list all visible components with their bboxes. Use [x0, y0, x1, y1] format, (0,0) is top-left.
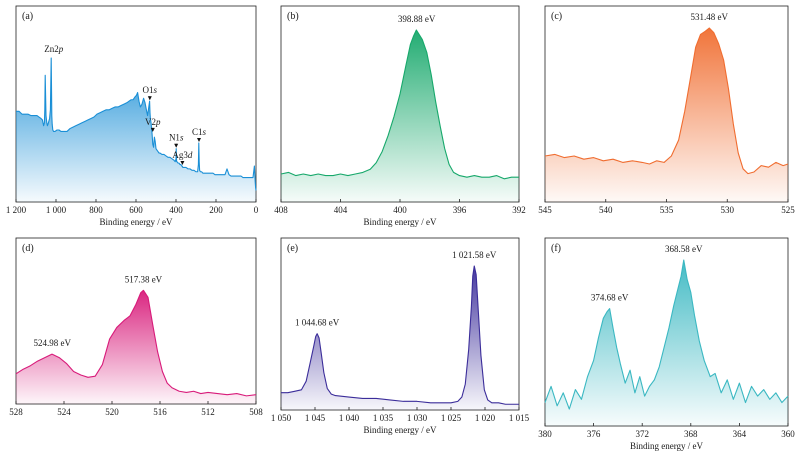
x-tick-label: 372 [635, 429, 649, 439]
panel-a: 1 200 1 000 800 600 400 200 0 Binding energy / … [6, 5, 259, 227]
spectrum-line [544, 27, 789, 175]
arrow-head [147, 96, 152, 101]
peak-annotation: 517.38 eV [125, 274, 163, 284]
x-tick-label: 404 [334, 205, 348, 215]
spectrum-line [15, 289, 257, 397]
x-axis-label: Binding energy / eV [363, 217, 437, 227]
x-tick-label: 400 [393, 205, 407, 215]
spectrum-area [16, 290, 256, 404]
x-tick-label: 524 [57, 407, 71, 417]
peak-annotation: 368.58 eV [665, 244, 703, 254]
peak-annotation: 398.88 eV [398, 14, 436, 24]
x-tick-label: 540 [599, 205, 613, 215]
peak-annotation: N1s [169, 133, 184, 143]
x-tick-label: 1 025 [441, 413, 462, 423]
spectrum-line [16, 57, 257, 191]
spectrum-area [545, 260, 788, 426]
spectrum-line [544, 259, 789, 410]
panel-label: (c) [551, 11, 562, 22]
x-tick-label: 516 [153, 407, 167, 417]
spectrum-area [281, 266, 519, 410]
x-tick-label: 535 [660, 205, 674, 215]
x-tick-label: 545 [538, 205, 552, 215]
panel-label: (a) [22, 11, 33, 22]
x-tick-label: 1 035 [373, 413, 394, 423]
x-tick-label: 200 [209, 205, 223, 215]
x-tick-label: 1 040 [339, 413, 360, 423]
x-tick-label: 396 [453, 205, 467, 215]
arrow-head [180, 161, 185, 165]
arrow-head [197, 137, 201, 142]
arrow-head [150, 127, 155, 132]
panel-f: 380 376 372 368 364 360 Binding energy / eV (f)… [538, 237, 795, 451]
panel-label: (b) [287, 11, 299, 22]
x-tick-label: 1 030 [407, 413, 428, 423]
peak-annotation: O1s [143, 85, 158, 95]
x-tick-label: 520 [105, 407, 119, 417]
peak-annotation: 1 044.68 eV [295, 318, 340, 328]
x-tick-label: 0 [254, 205, 259, 215]
spectrum-area [16, 58, 256, 202]
x-tick-label: 376 [587, 429, 601, 439]
x-tick-label: 1 020 [475, 413, 496, 423]
x-tick-label: 1 050 [271, 413, 292, 423]
spectrum-area [545, 28, 788, 202]
peak-annotation: 524.98 eV [33, 338, 71, 348]
spectrum-line [280, 29, 519, 180]
x-tick-label: 528 [9, 407, 23, 417]
panel-c: 545 540 535 530 525 (c) 531.48 eV [538, 5, 795, 215]
x-tick-label: 400 [169, 205, 183, 215]
x-tick-label: 508 [249, 407, 263, 417]
panel-d: 528 524 520 516 512 508 (d) 524.98 eV 517.38 eV [9, 237, 263, 417]
x-tick-label: 1 015 [509, 413, 530, 423]
peak-annotation: Zn2p [44, 44, 64, 54]
spectrum-line [281, 265, 519, 405]
x-tick-label: 525 [781, 205, 795, 215]
x-tick-label: 380 [538, 429, 552, 439]
peak-annotation: V2p [145, 117, 161, 127]
x-tick-label: 800 [89, 205, 103, 215]
panel-b: 408 404 400 396 392 Binding energy / eV (b) 398… [274, 5, 526, 227]
x-tick-label: 1 045 [305, 413, 326, 423]
x-axis-label: Binding energy / eV [99, 217, 173, 227]
peak-annotation: Ag3d [172, 150, 193, 160]
x-tick-label: 360 [781, 429, 795, 439]
x-tick-label: 1 200 [6, 205, 27, 215]
x-axis-label: Binding energy / eV [363, 425, 437, 435]
panel-label: (e) [287, 243, 298, 254]
x-tick-label: 408 [274, 205, 288, 215]
panel-e: 1 050 1 045 1 040 1 035 1 030 1 025 1 020 1 015… [271, 237, 530, 435]
peak-annotation: 374.68 eV [591, 293, 629, 303]
peak-annotation: C1s [192, 127, 207, 137]
peak-annotation: 531.48 eV [691, 12, 729, 22]
x-tick-label: 600 [129, 205, 143, 215]
peak-annotation: 1 021.58 eV [452, 250, 497, 260]
x-tick-label: 392 [512, 205, 526, 215]
x-axis-label: Binding energy / eV [630, 441, 704, 451]
arrow-head [174, 143, 179, 148]
x-tick-label: 368 [684, 429, 698, 439]
x-tick-label: 364 [733, 429, 747, 439]
x-tick-label: 530 [721, 205, 735, 215]
panel-label: (d) [22, 243, 34, 254]
spectrum-area [281, 30, 519, 202]
panel-label: (f) [551, 243, 561, 254]
x-tick-label: 1 000 [46, 205, 67, 215]
x-tick-label: 512 [201, 407, 215, 417]
